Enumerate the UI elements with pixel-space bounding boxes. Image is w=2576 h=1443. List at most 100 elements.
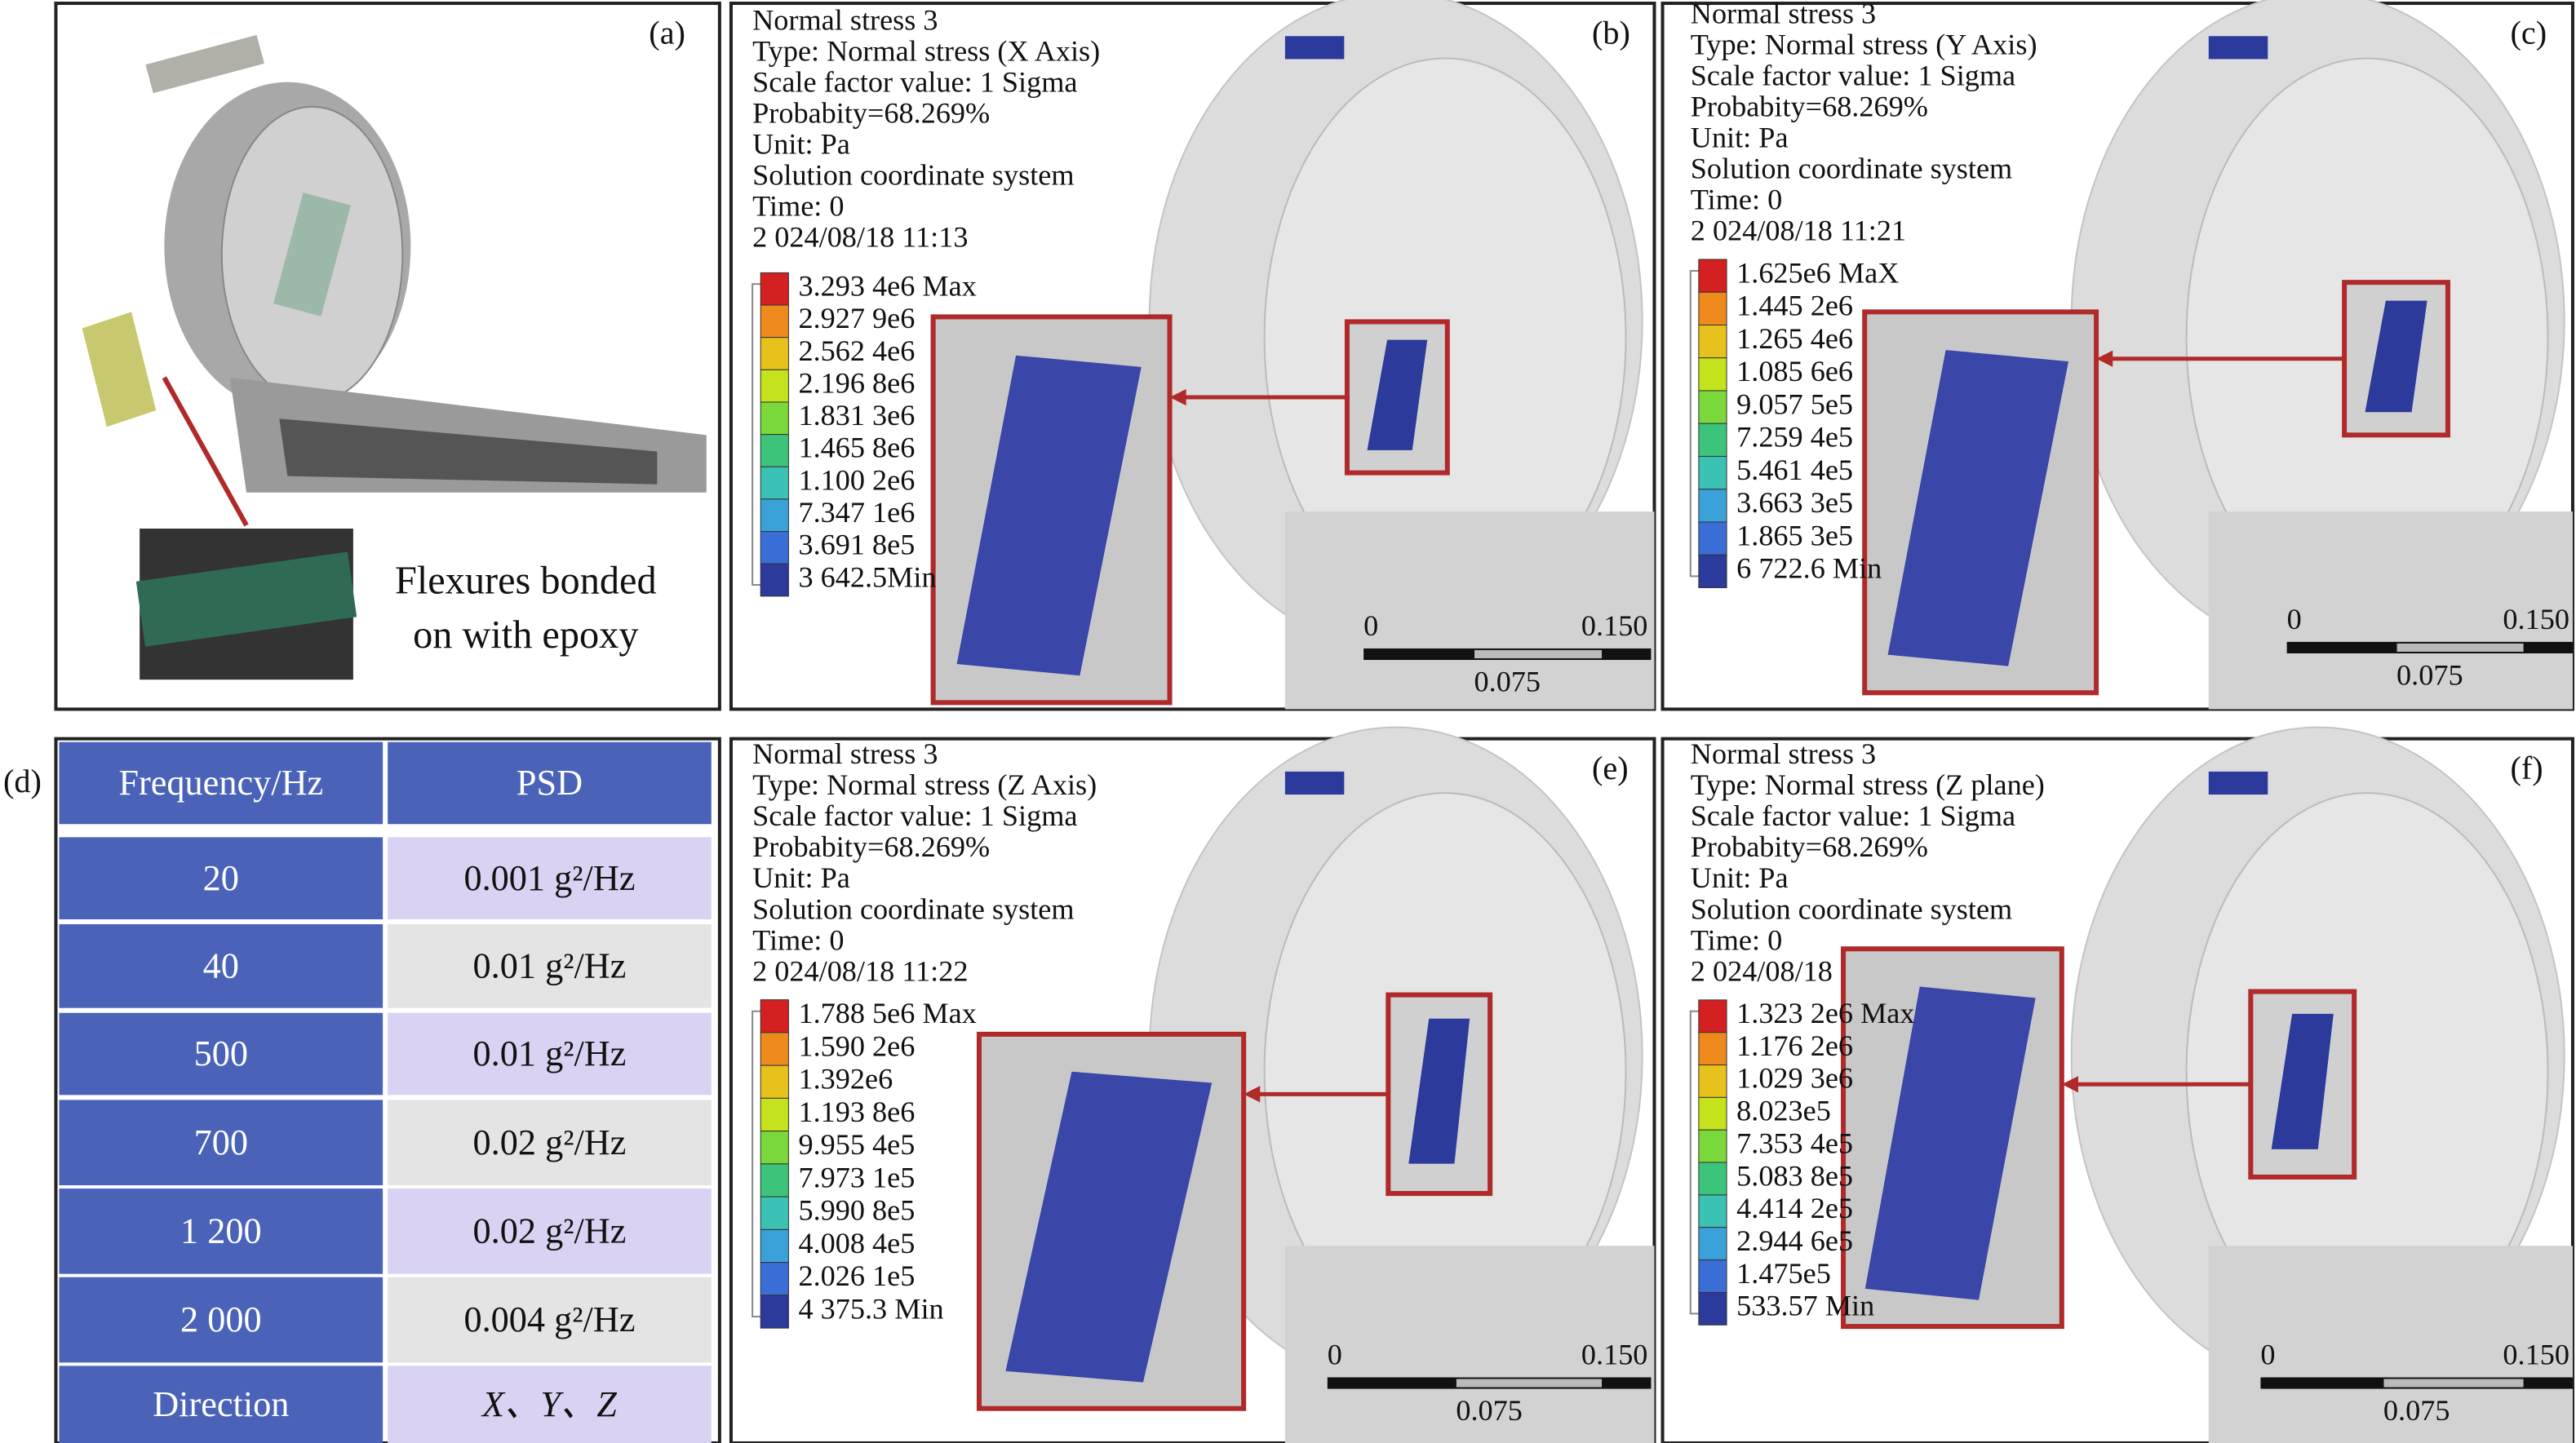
flexure-zoom	[1864, 986, 2036, 1300]
legend-swatch	[760, 272, 789, 306]
header-text: PSD	[517, 763, 583, 803]
scale-label: 0.150	[1581, 1339, 1648, 1371]
legend-swatch	[1698, 1032, 1727, 1066]
legend-label: 9.057 5e5	[1736, 387, 1853, 420]
info-line: Scale factor value: 1 Sigma	[752, 66, 1077, 99]
scale-bar-seg	[1456, 1379, 1603, 1388]
legend-swatch	[760, 369, 789, 403]
scale-label: 0.150	[1581, 609, 1648, 642]
legend-swatch	[760, 1032, 789, 1066]
zoom-box	[930, 314, 1173, 706]
legend-label: 2.196 8e6	[799, 366, 916, 399]
legend-swatch	[1698, 291, 1727, 325]
legend-swatch	[760, 1163, 789, 1197]
legend-swatch	[1698, 1065, 1727, 1098]
scale-bar-seg	[1474, 649, 1603, 659]
info-line: Solution coordinate system	[1691, 153, 2012, 185]
flexure-top	[1284, 771, 1345, 795]
info-line: 2 024/08/18 11:21	[1691, 215, 1906, 247]
caption-line: on with epoxy	[413, 613, 638, 657]
panel-label: (c)	[2510, 15, 2547, 51]
legend-label: 4.008 4e5	[799, 1227, 916, 1259]
panel-label: (f)	[2510, 750, 2543, 786]
info-line: Unit: Pa	[1691, 122, 1789, 154]
table-cell	[388, 837, 712, 920]
legend-label: 1.590 2e6	[799, 1029, 916, 1062]
legend-swatch	[760, 1228, 789, 1264]
flexure-small	[2271, 1013, 2334, 1149]
info-line: 2 024/08/18	[1691, 954, 1833, 987]
legend-label: 6 722.6 Min	[1736, 552, 1882, 585]
table-cell	[59, 1366, 384, 1443]
info-line: Probabity=68.269%	[1691, 830, 1928, 863]
mount-base	[1284, 1246, 1655, 1443]
info-line: Type: Normal stress (Y Axis)	[1691, 28, 2037, 60]
legend-label: 7.973 1e5	[799, 1161, 916, 1193]
panel-label: (a)	[649, 15, 685, 51]
legend-label: 4.414 2e5	[1736, 1192, 1853, 1224]
legend-label: 3 642.5Min	[799, 560, 937, 593]
cell-text: X、Y、Z	[481, 1384, 617, 1424]
info-line: Normal stress 3	[752, 737, 938, 770]
legend-swatch	[1698, 259, 1727, 293]
cell-text: 0.02 g²/Hz	[473, 1211, 627, 1251]
legend-swatch	[760, 1097, 789, 1132]
legend-swatch	[760, 1262, 789, 1296]
info-line: 2 024/08/18 11:13	[752, 221, 968, 254]
cell-text: 20	[203, 858, 239, 898]
table-cell	[388, 1012, 712, 1096]
info-line: 2 024/08/18 11:22	[752, 954, 968, 987]
legend-swatch	[1698, 1291, 1727, 1326]
legend-label: 1.176 2e6	[1736, 1029, 1853, 1062]
scale-label: 0	[1363, 609, 1378, 642]
legend-swatch	[1698, 489, 1727, 523]
panel-label: (b)	[1592, 15, 1630, 51]
legend-label: 3.691 8e5	[799, 529, 916, 561]
table-cell	[59, 1012, 384, 1096]
table-cell	[59, 924, 384, 1008]
flexure-small	[2365, 300, 2427, 413]
legend-label: 9.955 4e5	[799, 1128, 916, 1161]
legend-swatch	[1698, 324, 1727, 359]
info-line: Normal stress 3	[1691, 737, 1876, 770]
info-line: Type: Normal stress (X Axis)	[752, 35, 1100, 68]
scale-label: 0.075	[2383, 1394, 2450, 1427]
legend-swatch	[760, 401, 789, 436]
legend-swatch	[760, 999, 789, 1034]
legend-swatch	[760, 531, 789, 564]
info-line: Solution coordinate system	[752, 159, 1074, 192]
legend-label: 2.026 1e5	[799, 1259, 916, 1292]
flexure-top	[2208, 36, 2268, 60]
legend-label: 533.57 Min	[1736, 1290, 1874, 1322]
zoom-box	[1862, 309, 2099, 696]
header-cell	[388, 741, 712, 825]
legend-label: 7.347 1e6	[799, 496, 916, 529]
cell-text: Direction	[153, 1384, 289, 1424]
info-line: Scale factor value: 1 Sigma	[1691, 60, 2015, 92]
legend-label: 1.100 2e6	[799, 463, 916, 496]
info-line: Normal stress 3	[752, 3, 938, 36]
legend-swatch	[760, 337, 789, 370]
arrow-head	[2096, 350, 2113, 367]
scale-label: 0	[2287, 603, 2302, 635]
legend-label: 1.323 2e6 Max	[1736, 997, 1914, 1029]
flexure-top	[2208, 771, 2268, 795]
legend-swatch	[760, 563, 789, 597]
legend-label: 1.788 5e6 Max	[799, 997, 977, 1029]
flexure-zoom	[956, 355, 1142, 676]
cell-text: 2 000	[180, 1299, 262, 1339]
info-line: Unit: Pa	[752, 128, 850, 161]
cell-text: 0.01 g²/Hz	[473, 1034, 627, 1073]
legend-swatch	[1698, 1259, 1727, 1293]
legend-label: 3.293 4e6 Max	[799, 270, 977, 303]
info-line: Type: Normal stress (Z Axis)	[752, 768, 1097, 801]
cell-text: 700	[194, 1122, 248, 1162]
info-line: Solution coordinate system	[1691, 892, 2012, 925]
flexure-zoom	[1887, 350, 2069, 666]
legend-label: 3.663 3e5	[1736, 486, 1853, 519]
legend-label: 1.085 6e6	[1736, 355, 1853, 387]
